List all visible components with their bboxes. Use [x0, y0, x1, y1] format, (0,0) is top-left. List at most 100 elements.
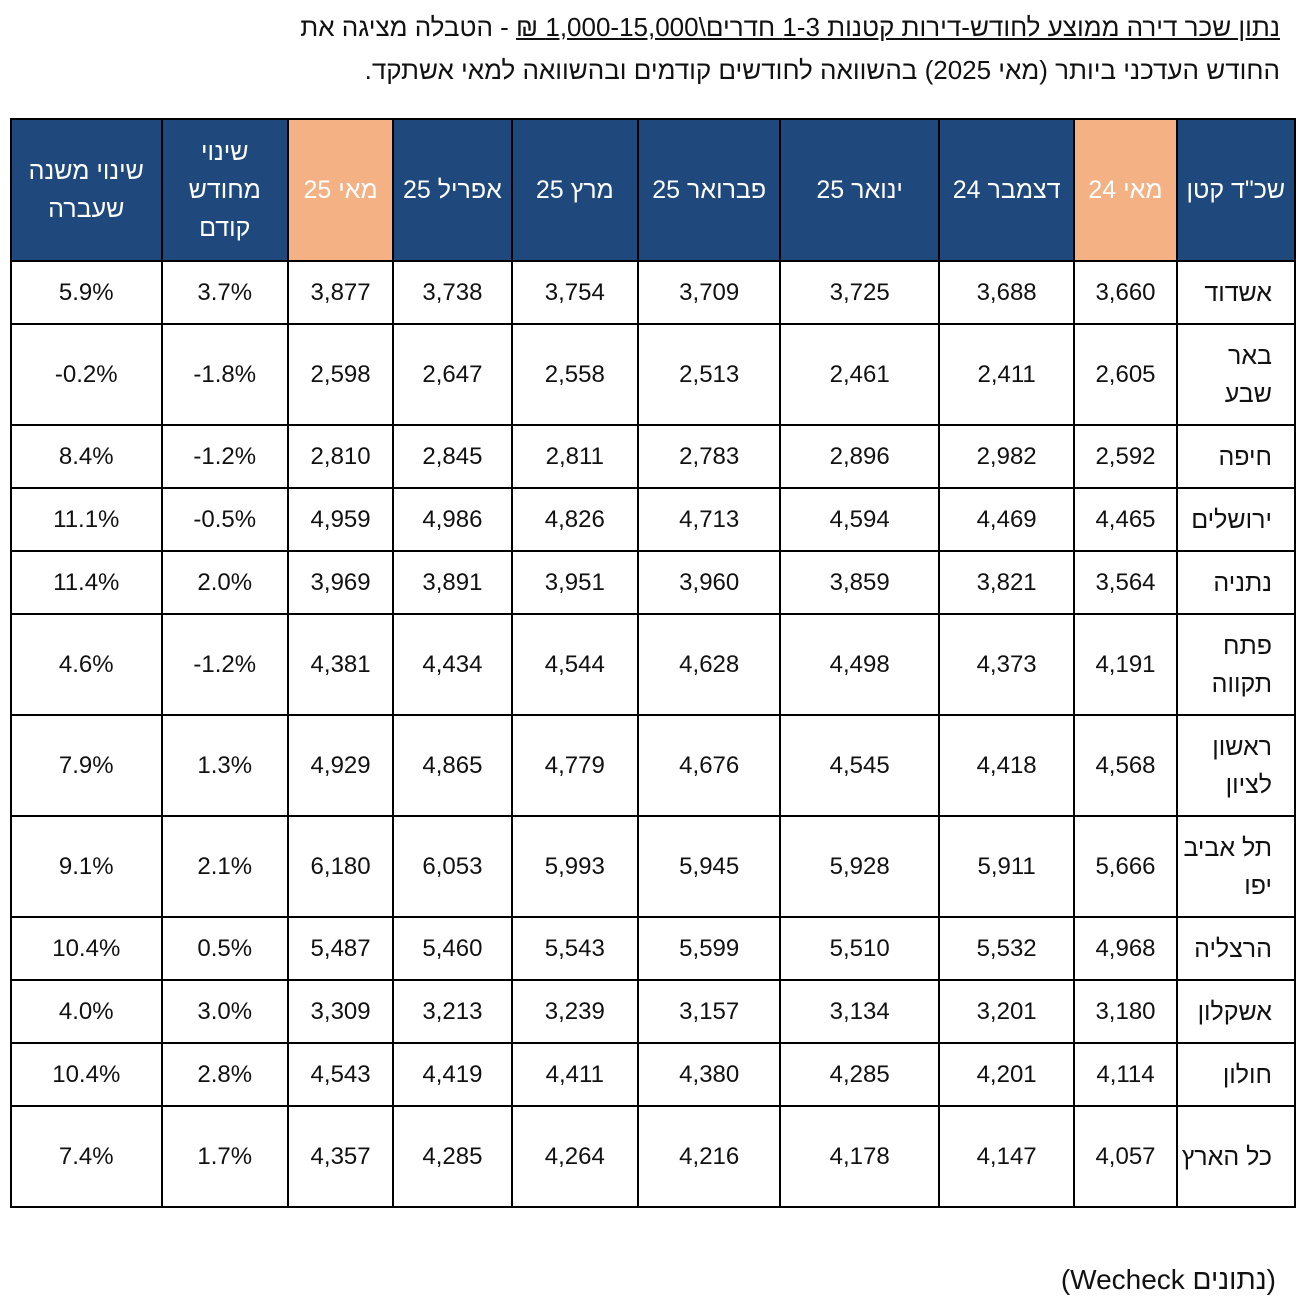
value-cell: 4,380 [636, 1042, 782, 1107]
value-cell: 5,928 [779, 815, 940, 918]
change-year-cell: 4.6% [10, 613, 163, 716]
value-cell: 3,201 [937, 979, 1076, 1044]
value-cell: 4,929 [286, 714, 395, 817]
table-row: כל הארץ 4,057 4,147 4,178 4,216 4,264 4,… [10, 1105, 1297, 1208]
value-cell: 4,381 [286, 613, 395, 716]
header-may-24: מאי 24 [1073, 118, 1178, 262]
rent-table: שכ"ד קטן מאי 24 דצמבר 24 ינואר 25 פברואר… [10, 118, 1297, 1208]
value-cell: 6,053 [392, 815, 513, 918]
value-cell: 3,754 [510, 260, 639, 325]
table-row: חולון 4,114 4,201 4,285 4,380 4,411 4,41… [10, 1042, 1297, 1107]
value-cell: 2,513 [636, 323, 782, 426]
value-cell: 2,810 [286, 424, 395, 489]
value-cell: 4,865 [392, 714, 513, 817]
value-cell: 5,945 [636, 815, 782, 918]
value-cell: 4,191 [1073, 613, 1178, 716]
value-cell: 3,891 [392, 550, 513, 615]
value-cell: 4,968 [1073, 916, 1178, 981]
value-cell: 4,114 [1073, 1042, 1178, 1107]
value-cell: 4,057 [1073, 1105, 1178, 1208]
change-month-cell: 2.0% [160, 550, 289, 615]
value-cell: 3,725 [779, 260, 940, 325]
value-cell: 4,465 [1073, 487, 1178, 552]
value-cell: 4,178 [779, 1105, 940, 1208]
value-cell: 2,845 [392, 424, 513, 489]
change-month-cell: 0.5% [160, 916, 289, 981]
value-cell: 4,216 [636, 1105, 782, 1208]
change-month-cell: 3.0% [160, 979, 289, 1044]
value-cell: 4,418 [937, 714, 1076, 817]
city-cell: באר שבע [1175, 323, 1297, 426]
change-year-cell: 0.2%- [10, 323, 163, 426]
value-cell: 3,157 [636, 979, 782, 1044]
value-cell: 3,859 [779, 550, 940, 615]
city-cell: אשקלון [1175, 979, 1297, 1044]
change-month-cell: 1.8%- [160, 323, 289, 426]
value-cell: 5,487 [286, 916, 395, 981]
change-month-cell: 2.8% [160, 1042, 289, 1107]
change-year-cell: 9.1% [10, 815, 163, 918]
value-cell: 3,688 [937, 260, 1076, 325]
table-row: הרצליה 4,968 5,532 5,510 5,599 5,543 5,4… [10, 916, 1297, 981]
value-cell: 4,676 [636, 714, 782, 817]
city-cell: חולון [1175, 1042, 1297, 1107]
value-cell: 4,568 [1073, 714, 1178, 817]
value-cell: 5,911 [937, 815, 1076, 918]
value-cell: 5,543 [510, 916, 639, 981]
table-row: פתח תקווה 4,191 4,373 4,498 4,628 4,544 … [10, 613, 1297, 716]
header-dec-24: דצמבר 24 [937, 118, 1076, 262]
change-month-cell: 1.7% [160, 1105, 289, 1208]
caption-title: נתון שכר דירה ממוצע לחודש-דירות קטנות 1-… [516, 12, 1280, 42]
value-cell: 3,564 [1073, 550, 1178, 615]
city-cell: כל הארץ [1175, 1105, 1297, 1208]
value-cell: 3,709 [636, 260, 782, 325]
change-year-cell: 10.4% [10, 916, 163, 981]
header-change-month: שינוי מחודש קודם [160, 118, 289, 262]
value-cell: 4,498 [779, 613, 940, 716]
value-cell: 4,201 [937, 1042, 1076, 1107]
table-row: אשקלון 3,180 3,201 3,134 3,157 3,239 3,2… [10, 979, 1297, 1044]
change-month-cell: 3.7% [160, 260, 289, 325]
value-cell: 4,419 [392, 1042, 513, 1107]
value-cell: 3,239 [510, 979, 639, 1044]
value-cell: 4,285 [392, 1105, 513, 1208]
table-row: באר שבע 2,605 2,411 2,461 2,513 2,558 2,… [10, 323, 1297, 426]
value-cell: 5,666 [1073, 815, 1178, 918]
value-cell: 2,598 [286, 323, 395, 426]
change-month-cell: 1.3% [160, 714, 289, 817]
value-cell: 2,411 [937, 323, 1076, 426]
value-cell: 2,461 [779, 323, 940, 426]
change-year-cell: 4.0% [10, 979, 163, 1044]
value-cell: 4,545 [779, 714, 940, 817]
value-cell: 4,264 [510, 1105, 639, 1208]
value-cell: 3,134 [779, 979, 940, 1044]
value-cell: 4,147 [937, 1105, 1076, 1208]
value-cell: 5,532 [937, 916, 1076, 981]
change-year-cell: 5.9% [10, 260, 163, 325]
header-jan-25: ינואר 25 [779, 118, 940, 262]
value-cell: 3,738 [392, 260, 513, 325]
change-year-cell: 11.4% [10, 550, 163, 615]
change-month-cell: 0.5%- [160, 487, 289, 552]
city-cell: נתניה [1175, 550, 1297, 615]
city-cell: ראשון לציון [1175, 714, 1297, 817]
table-row: תל אביב יפו 5,666 5,911 5,928 5,945 5,99… [10, 815, 1297, 918]
value-cell: 2,811 [510, 424, 639, 489]
value-cell: 4,543 [286, 1042, 395, 1107]
value-cell: 2,605 [1073, 323, 1178, 426]
change-year-cell: 10.4% [10, 1042, 163, 1107]
source-note: (נתונים Wecheck) [1060, 1264, 1276, 1295]
value-cell: 5,993 [510, 815, 639, 918]
change-year-cell: 7.4% [10, 1105, 163, 1208]
value-cell: 5,460 [392, 916, 513, 981]
city-cell: תל אביב יפו [1175, 815, 1297, 918]
table-row: אשדוד 3,660 3,688 3,725 3,709 3,754 3,73… [10, 260, 1297, 325]
value-cell: 4,285 [779, 1042, 940, 1107]
value-cell: 4,373 [937, 613, 1076, 716]
value-cell: 2,982 [937, 424, 1076, 489]
header-feb-25: פברואר 25 [636, 118, 782, 262]
value-cell: 3,969 [286, 550, 395, 615]
value-cell: 3,960 [636, 550, 782, 615]
table-row: חיפה 2,592 2,982 2,896 2,783 2,811 2,845… [10, 424, 1297, 489]
change-month-cell: 1.2%- [160, 613, 289, 716]
